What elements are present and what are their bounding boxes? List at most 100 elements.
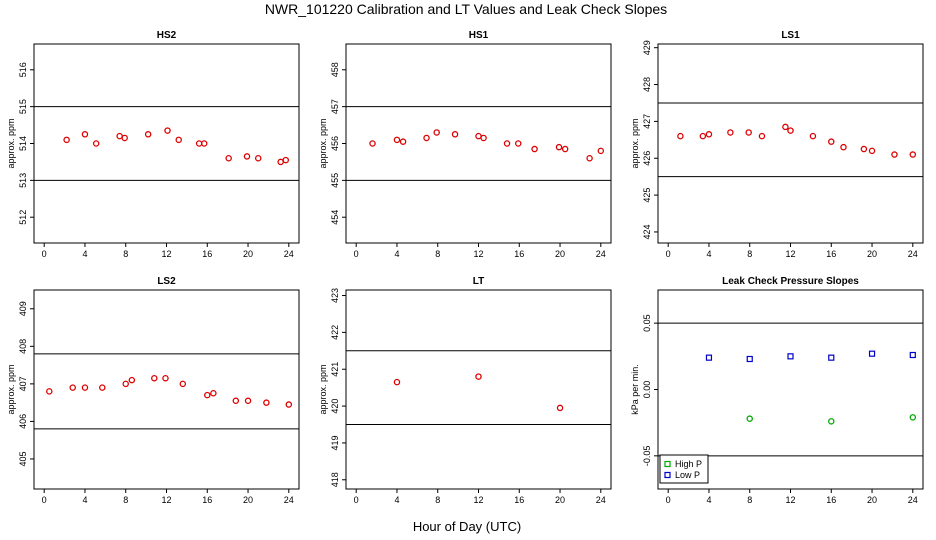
data-point — [243, 153, 251, 160]
panel-title: LT — [473, 276, 484, 287]
x-tick-label: 16 — [826, 495, 836, 505]
x-tick-label: 24 — [908, 249, 918, 259]
y-tick-label: 512 — [18, 210, 28, 225]
y-axis-label: approx. ppm — [318, 118, 328, 168]
data-point — [782, 123, 789, 131]
plot-frame — [345, 289, 612, 490]
y-tick-label: 0.05 — [642, 314, 652, 332]
data-point — [809, 132, 817, 140]
y-tick-label: 422 — [330, 325, 340, 340]
x-tick-label: 0 — [354, 495, 359, 505]
data-point — [179, 380, 187, 388]
data-point — [828, 138, 835, 145]
data-point — [277, 158, 284, 166]
panel-4: LS2 0 4 8 12 16 20 24 405 406 407 408 409 approx. ppm — [6, 276, 300, 505]
data-point — [586, 154, 593, 162]
y-tick-label: 408 — [18, 339, 28, 354]
data-point — [195, 140, 203, 147]
data-point — [175, 136, 182, 144]
panel-5: LT 0 4 8 12 16 20 24 418 419 420 421 422 423 approx. p… — [318, 276, 612, 505]
y-tick-label: 405 — [18, 451, 28, 466]
data-point — [285, 401, 293, 408]
legend-box — [659, 454, 709, 484]
legend-label: Low P — [675, 470, 700, 480]
data-point — [393, 136, 401, 144]
y-tick-label: 458 — [330, 62, 340, 77]
x-tick-label: 4 — [82, 495, 87, 505]
x-tick-label: 8 — [747, 249, 752, 259]
x-tick-label: 16 — [514, 495, 524, 505]
y-axis-label: kPa per min. — [630, 364, 640, 415]
x-tick-label: 4 — [706, 249, 711, 259]
x-tick-label: 8 — [435, 249, 440, 259]
data-point — [63, 136, 70, 144]
data-point — [151, 374, 158, 382]
data-point — [232, 397, 240, 405]
data-point — [475, 373, 482, 380]
data-point — [556, 404, 564, 412]
data-point — [480, 134, 487, 142]
x-tick-label: 8 — [123, 495, 128, 505]
panel-title: HS1 — [469, 30, 489, 41]
y-tick-label: 425 — [642, 188, 652, 203]
data-point — [369, 140, 376, 147]
data-point — [121, 134, 128, 142]
data-point — [475, 132, 482, 140]
data-point — [787, 353, 794, 360]
data-point — [399, 138, 407, 145]
panel-title: LS2 — [157, 276, 176, 287]
data-point — [503, 140, 511, 147]
data-point — [909, 151, 917, 158]
data-point — [828, 418, 835, 425]
y-tick-label: 457 — [330, 99, 340, 114]
data-point — [909, 351, 916, 359]
data-point — [677, 132, 684, 140]
data-point — [597, 147, 605, 155]
y-tick-label: 424 — [642, 224, 652, 239]
x-tick-label: 12 — [785, 495, 795, 505]
x-tick-label: 8 — [435, 495, 440, 505]
y-tick-label: 0.00 — [642, 381, 652, 399]
y-tick-label: 427 — [642, 114, 652, 129]
data-point — [433, 129, 440, 136]
y-axis-label: approx. ppm — [6, 364, 16, 414]
x-tick-label: 20 — [867, 495, 877, 505]
x-tick-label: 16 — [514, 249, 524, 259]
data-point — [828, 354, 835, 361]
y-tick-label: -0.05 — [642, 446, 652, 467]
data-point — [909, 414, 917, 421]
y-tick-label: 455 — [330, 173, 340, 188]
y-tick-label: 516 — [18, 62, 28, 77]
x-tick-label: 8 — [747, 495, 752, 505]
data-point — [393, 378, 401, 386]
x-tick-label: 20 — [867, 249, 877, 259]
y-axis-label: approx. ppm — [630, 118, 640, 168]
data-point — [787, 127, 794, 134]
y-tick-label: 420 — [330, 399, 340, 414]
legend-label: High P — [675, 459, 702, 469]
x-tick-label: 4 — [706, 495, 711, 505]
x-tick-label: 4 — [394, 249, 399, 259]
x-tick-label: 24 — [284, 249, 294, 259]
x-tick-label: 8 — [123, 249, 128, 259]
data-point — [746, 355, 753, 363]
data-point — [225, 154, 232, 162]
figure-title: NWR_101220 Calibration and LT Values and… — [265, 1, 667, 17]
x-tick-label: 0 — [354, 249, 359, 259]
data-point — [891, 151, 898, 158]
data-point — [99, 384, 106, 391]
data-point — [423, 134, 430, 142]
y-tick-label: 419 — [330, 435, 340, 450]
data-point — [244, 397, 252, 405]
x-tick-label: 24 — [596, 249, 606, 259]
data-point — [116, 132, 123, 140]
y-tick-label: 426 — [642, 151, 652, 166]
y-tick-label: 514 — [18, 136, 28, 151]
y-tick-label: 428 — [642, 77, 652, 92]
x-tick-label: 16 — [202, 495, 212, 505]
data-point — [840, 143, 847, 151]
data-point — [868, 147, 876, 155]
panel-6: Leak Check Pressure Slopes 0 4 8 12 16 20 24 -0.… — [630, 276, 924, 505]
panel-2: HS1 0 4 8 12 16 20 24 454 455 456 457 458 approx. ppm — [318, 30, 612, 259]
